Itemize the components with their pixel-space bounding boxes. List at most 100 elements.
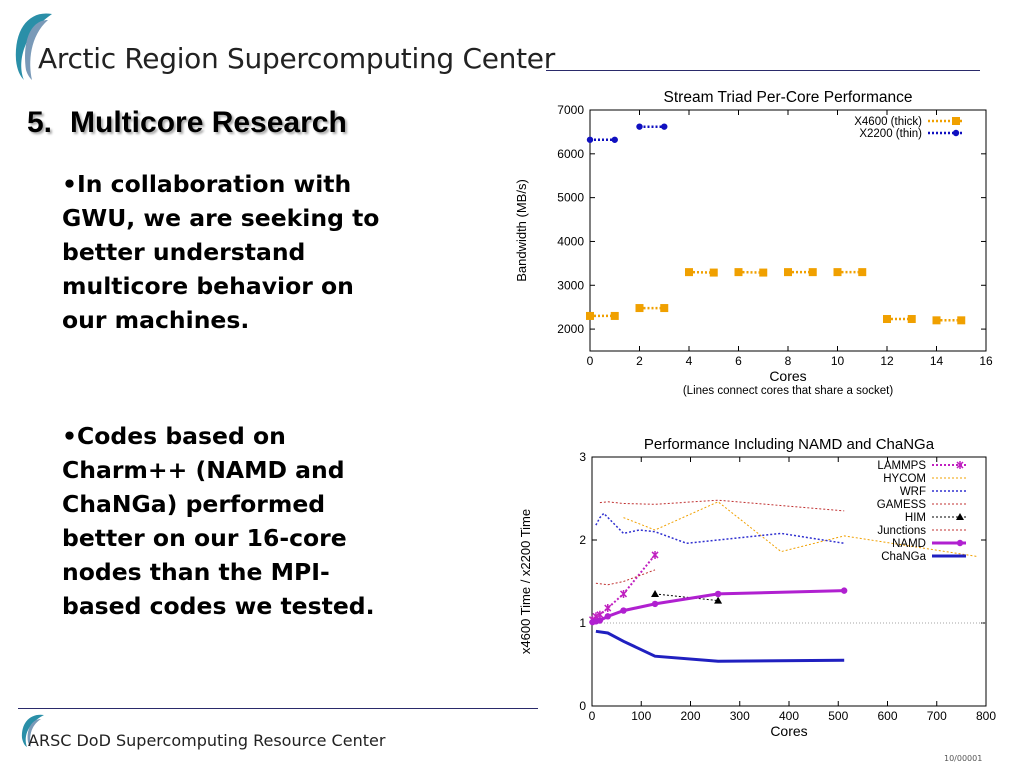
legend-marker xyxy=(952,117,960,125)
y-tick-label: 7000 xyxy=(557,103,584,117)
chart-subtitle: (Lines connect cores that share a socket… xyxy=(683,385,893,397)
x-tick-label: 4 xyxy=(686,354,693,368)
y-tick-label: 0 xyxy=(579,699,586,713)
x-tick-label: 0 xyxy=(587,354,594,368)
slide-title: 5. Multicore Research xyxy=(27,106,347,140)
data-point xyxy=(907,315,916,324)
data-point xyxy=(734,268,743,277)
y-tick-label: 1 xyxy=(579,616,586,630)
y-tick-label: 2 xyxy=(579,533,586,547)
data-point xyxy=(661,123,668,130)
plot-frame xyxy=(589,109,987,352)
bullet-text: In collaboration with GWU, we are seekin… xyxy=(62,170,380,334)
series-line-x4600-thick- xyxy=(688,270,714,274)
y-tick-label: 5000 xyxy=(557,191,584,205)
data-point xyxy=(759,268,768,277)
series-line-x4600-thick- xyxy=(738,270,764,274)
legend-label: LAMMPS xyxy=(877,460,926,472)
y-tick-label: 6000 xyxy=(557,147,584,161)
data-point xyxy=(833,268,842,277)
footer-text: ARSC DoD Supercomputing Resource Center xyxy=(28,731,386,750)
x-tick-label: 6 xyxy=(735,354,742,368)
series-line-junctions xyxy=(595,569,656,586)
page-number: 10/00001 xyxy=(944,754,983,763)
data-point xyxy=(610,311,619,320)
x-tick-label: 0 xyxy=(589,709,596,723)
series-line-him xyxy=(654,593,719,602)
series-line-lammps xyxy=(591,554,656,621)
slide-number: 5. xyxy=(27,106,53,139)
x-tick-label: 300 xyxy=(730,709,750,723)
x-tick-label: 8 xyxy=(785,354,792,368)
legend-label: ChaNGa xyxy=(881,551,926,563)
series-line-changa xyxy=(595,629,845,663)
data-point xyxy=(957,316,966,325)
data-point xyxy=(604,613,611,620)
plot-frame xyxy=(591,456,987,707)
x-tick-label: 2 xyxy=(636,354,643,368)
x-tick-label: 400 xyxy=(779,709,799,723)
legend-marker xyxy=(956,513,964,520)
arsc-footer-logo-icon xyxy=(21,714,44,747)
legend-label: HIM xyxy=(905,512,926,524)
arsc-swoosh-logo-icon xyxy=(15,13,52,81)
x-tick-label: 14 xyxy=(930,354,944,368)
legend-marker xyxy=(956,461,964,469)
data-point xyxy=(709,268,718,277)
x-tick-label: 700 xyxy=(927,709,947,723)
legend-label: WRF xyxy=(900,486,926,498)
series-line-hycom xyxy=(623,501,979,558)
y-tick-label: 3 xyxy=(579,450,586,464)
y-tick-label: 4000 xyxy=(557,234,584,248)
legend-label: Junctions xyxy=(877,525,926,537)
data-point xyxy=(808,268,817,277)
data-point xyxy=(685,268,693,277)
x-tick-label: 200 xyxy=(680,709,700,723)
bullet-marker: • xyxy=(62,170,78,198)
data-point xyxy=(883,315,891,324)
bullet-marker: • xyxy=(62,422,78,450)
x-tick-label: 100 xyxy=(631,709,651,723)
data-point xyxy=(651,600,659,608)
bullet-text: Codes based on Charm++ (NAMD and ChaNGa)… xyxy=(62,422,375,620)
data-point xyxy=(635,304,644,313)
data-point xyxy=(784,268,792,277)
x-tick-label: 800 xyxy=(976,709,996,723)
data-point xyxy=(620,607,627,614)
legend-label: X4600 (thick) xyxy=(854,116,922,128)
footer-divider xyxy=(18,708,538,709)
chart-title: Stream Triad Per-Core Performance xyxy=(664,89,913,106)
y-axis-label: Bandwidth (MB/s) xyxy=(514,179,529,282)
data-point xyxy=(858,268,867,277)
data-point xyxy=(660,304,669,313)
data-point xyxy=(636,123,643,130)
legend-marker xyxy=(952,129,960,137)
series-line-wrf xyxy=(595,512,845,545)
data-point xyxy=(651,589,660,597)
org-title: Arctic Region Supercomputing Center xyxy=(38,42,555,75)
x-tick-label: 12 xyxy=(880,354,894,368)
data-point xyxy=(619,589,628,598)
data-point xyxy=(604,604,612,613)
data-point xyxy=(714,590,722,598)
x-axis-label: Cores xyxy=(769,368,806,384)
x-tick-label: 500 xyxy=(828,709,848,723)
data-point xyxy=(932,316,941,325)
stream-triad-chart: Stream Triad Per-Core Performance 0 2 4 6 8 10… xyxy=(514,89,993,397)
x-axis-label: Cores xyxy=(770,723,807,739)
data-point xyxy=(611,136,618,143)
data-point xyxy=(586,136,594,143)
x-tick-label: 600 xyxy=(877,709,897,723)
chart-title: Performance Including NAMD and ChaNGa xyxy=(644,436,935,453)
y-axis-label: x4600 Time / x2200 Time xyxy=(518,509,533,654)
bullet-2: •Codes based on Charm++ (NAMD and ChaNGa… xyxy=(62,419,382,623)
legend-label: HYCOM xyxy=(883,473,926,485)
data-point xyxy=(714,596,723,604)
bullet-1: •In collaboration with GWU, we are seeki… xyxy=(62,167,382,337)
y-tick-label: 2000 xyxy=(557,322,584,336)
slide-title-text: Multicore Research xyxy=(70,106,347,139)
data-point xyxy=(586,311,594,320)
legend-label: NAMD xyxy=(892,538,926,550)
x-tick-label: 10 xyxy=(831,354,845,368)
